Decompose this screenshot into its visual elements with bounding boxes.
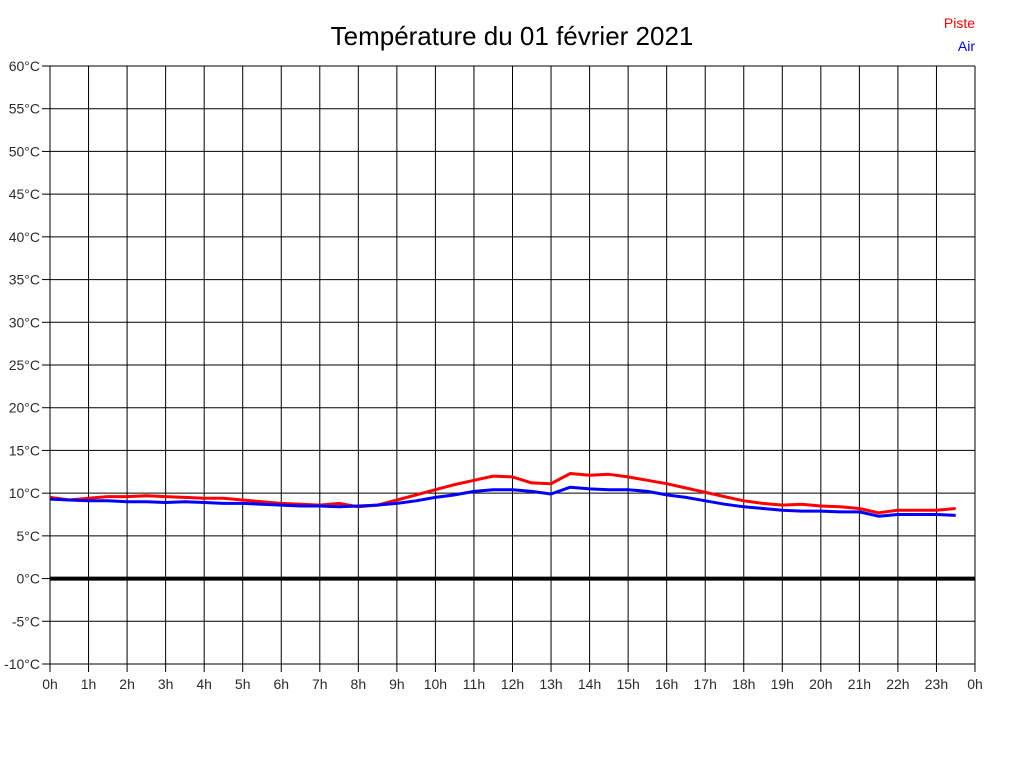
legend-item-piste: Piste [943, 15, 975, 31]
y-tick-label: 30°C [9, 314, 40, 330]
x-tick-label: 6h [273, 676, 289, 692]
x-tick-label: 1h [81, 676, 97, 692]
x-tick-label: 11h [463, 676, 485, 692]
x-tick-label: 22h [886, 676, 909, 692]
chart-legend: Piste Air [944, 12, 975, 58]
x-tick-label: 7h [312, 676, 328, 692]
x-tick-label: 9h [389, 676, 405, 692]
x-tick-label: 0h [967, 676, 983, 692]
x-tick-label: 16h [655, 676, 678, 692]
y-tick-label: 15°C [9, 442, 40, 458]
x-tick-label: 19h [771, 676, 794, 692]
y-tick-label: 55°C [9, 101, 40, 117]
x-tick-label: 18h [732, 676, 755, 692]
x-tick-label: 8h [351, 676, 367, 692]
x-tick-label: 5h [235, 676, 251, 692]
x-tick-label: 21h [848, 676, 871, 692]
x-tick-label: 10h [424, 676, 447, 692]
y-tick-label: 5°C [17, 528, 41, 544]
chart-title: Température du 01 février 2021 [330, 21, 694, 51]
y-tick-label: 45°C [9, 186, 40, 202]
y-tick-label: 35°C [9, 272, 40, 288]
x-tick-label: 20h [809, 676, 832, 692]
piste-series-line [49, 472, 956, 515]
x-tick-label: 2h [119, 676, 135, 692]
x-tick-label: 13h [539, 676, 562, 692]
x-tick-label: 15h [616, 676, 639, 692]
y-tick-label: 40°C [9, 229, 40, 245]
y-tick-label: 0°C [17, 571, 41, 587]
x-tick-label: 4h [196, 676, 212, 692]
air-series-line [49, 485, 956, 518]
x-tick-label: 23h [925, 676, 948, 692]
y-tick-label: -5°C [12, 613, 40, 629]
x-tick-label: 0h [42, 676, 58, 692]
y-tick-label: 25°C [9, 357, 40, 373]
x-tick-label: 17h [694, 676, 717, 692]
y-tick-label: -10°C [4, 656, 40, 672]
y-tick-label: 20°C [9, 400, 40, 416]
y-tick-label: 60°C [9, 58, 40, 74]
y-tick-label: 50°C [9, 143, 40, 159]
legend-item-air: Air [957, 38, 975, 54]
x-tick-label: 3h [158, 676, 174, 692]
y-tick-label: 10°C [9, 485, 40, 501]
x-tick-label: 12h [501, 676, 524, 692]
x-tick-label: 14h [578, 676, 601, 692]
